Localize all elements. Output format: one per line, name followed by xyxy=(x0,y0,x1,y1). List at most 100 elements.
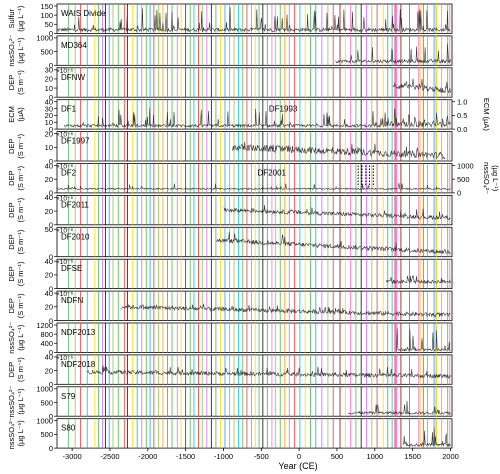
y-axis-label: nssSO₄²⁻ xyxy=(7,35,16,67)
panel-label: NDFN xyxy=(61,296,83,305)
y-axis-label: (S m⁻¹) xyxy=(16,293,25,318)
panel-frame xyxy=(56,354,453,385)
panel-label: MD364 xyxy=(61,41,87,50)
y-axis-label: (S m⁻¹) xyxy=(16,133,25,158)
series-line xyxy=(348,400,451,415)
y-tick-label: 40 xyxy=(45,161,53,170)
y-axis-label: DEP xyxy=(7,298,16,313)
x-axis: -3000 -2500 -2000 -1500 -1000 -500 0 500 1000 150… xyxy=(63,448,459,461)
series-line xyxy=(87,365,451,379)
series-line xyxy=(223,205,451,221)
y-axis-label: (µg L⁻¹) xyxy=(16,420,25,447)
series-line xyxy=(385,275,451,285)
series-line xyxy=(64,107,376,129)
y-axis-label: nssSO₄²⁻ xyxy=(7,322,16,354)
y-tick-label: 50 xyxy=(45,20,53,29)
y-tick-label: 10 xyxy=(45,84,53,93)
x-tick-label: -1000 xyxy=(214,452,233,461)
y-exponent-label: ×10⁻⁶ xyxy=(56,132,73,139)
panel-df1997: 0 10 20 ×10⁻⁶ DEP (S m⁻¹) DF1997 xyxy=(7,129,453,166)
y-axis-label: DEP xyxy=(7,139,16,154)
panel-label: DF1997 xyxy=(61,137,90,146)
y-exponent-label: ×10⁻⁶ xyxy=(56,259,73,266)
x-tick-label: -2500 xyxy=(100,452,119,461)
y-exponent-label: ×10⁻⁶ xyxy=(56,227,73,234)
panel-label: S80 xyxy=(61,424,76,433)
x-tick-label: 2000 xyxy=(442,452,459,461)
panel-label: DFNW xyxy=(61,73,85,82)
y-tick-label: 400 xyxy=(40,339,53,348)
y-tick-label: 1000 xyxy=(36,417,53,426)
right-y-tick-label: 1.0 xyxy=(457,98,467,107)
y-exponent-label: ×10⁻⁶ xyxy=(56,355,73,362)
panel-frame xyxy=(56,35,453,66)
y-axis-label: DEP xyxy=(7,170,16,185)
series-line xyxy=(56,7,451,33)
series-line xyxy=(403,427,451,448)
series-line xyxy=(215,232,451,255)
x-tick-label: 0 xyxy=(297,452,301,461)
y-tick-label: 0 xyxy=(49,348,53,357)
panel-frame xyxy=(56,290,453,321)
panel-label: NDF2018 xyxy=(61,360,96,369)
y-tick-label: 500 xyxy=(40,47,53,56)
y-axis-label: nssSO₄²⁻ xyxy=(7,385,16,417)
panel-secondary-label: DF2001 xyxy=(258,169,287,178)
right-y-axis-label: nssSO₄²⁻ xyxy=(482,162,491,194)
x-tick-label: -3000 xyxy=(63,452,82,461)
panel-md364: 0 500 1000 nssSO₄²⁻ (µg L⁻¹) MD364 xyxy=(7,34,453,70)
y-tick-label: 0 xyxy=(49,444,53,453)
panel-s80: 0 500 1000 nssSO₄²⁻ (µg L⁻¹) S80 xyxy=(7,417,453,453)
y-tick-label: 20 xyxy=(45,207,53,216)
y-tick-label: 20 xyxy=(45,366,53,375)
y-axis-label: ECM xyxy=(7,106,16,123)
panel-dfse: 0 20 40 ×10⁻⁶ DEP (S m⁻¹) DFSE xyxy=(7,257,453,293)
series-line xyxy=(121,303,451,318)
panel-frame xyxy=(56,322,453,353)
y-axis-label: (µg L⁻¹) xyxy=(16,324,25,351)
y-exponent-label: ×10⁻⁶ xyxy=(56,164,73,171)
panel-s79: 0 500 1000 nssSO₄²⁻ (µg L⁻¹) S79 xyxy=(7,385,453,421)
panel-label: DF2011 xyxy=(61,200,89,209)
y-tick-label: 0 xyxy=(49,93,53,102)
x-axis-label: Year (CE) xyxy=(278,461,317,471)
y-tick-label: 1200 xyxy=(36,321,53,330)
y-axis-label: DEP xyxy=(7,362,16,377)
panel-label: S79 xyxy=(61,392,76,401)
y-axis-label: (µA) xyxy=(16,107,25,122)
panel-label: DF2010 xyxy=(61,232,90,241)
y-axis-label: (S m⁻¹) xyxy=(16,165,25,190)
y-axis-label: (S m⁻¹) xyxy=(16,70,25,95)
y-axis-label: (S m⁻¹) xyxy=(16,229,25,254)
y-tick-label: 0 xyxy=(49,61,53,70)
right-y-tick-label: 0.0 xyxy=(457,125,467,134)
y-tick-label: 40 xyxy=(45,289,53,298)
y-tick-label: 500 xyxy=(40,398,53,407)
panel-df2: 0 20 40 ×10⁻⁶ DEP (S m⁻¹) 0 500 1000 nssSO₄²⁻ (µg … xyxy=(7,161,500,197)
panel-frame xyxy=(56,386,453,417)
x-tick-label: -1500 xyxy=(176,452,195,461)
right-y-axis-label: ECM (µA) xyxy=(482,98,491,132)
panel-frame xyxy=(56,99,453,130)
y-axis-label: (S m⁻¹) xyxy=(16,197,25,222)
y-tick-label: 0 xyxy=(49,221,53,230)
y-tick-label: 40 xyxy=(45,193,53,202)
y-tick-label: 10 xyxy=(45,143,53,152)
y-tick-label: 1000 xyxy=(36,385,53,394)
x-tick-label: -2000 xyxy=(138,452,157,461)
panel-label: DF1 xyxy=(61,105,77,114)
y-exponent-label: ×10⁻⁶ xyxy=(56,291,73,298)
x-tick-label: -500 xyxy=(254,452,269,461)
y-tick-label: 40 xyxy=(45,353,53,362)
panel-frame xyxy=(56,258,453,290)
y-tick-label: 0 xyxy=(49,253,53,262)
panel-df2011: 0 20 40 ×10⁻⁶ DEP (S m⁻¹) DF2011 xyxy=(7,193,453,230)
y-tick-label: 1000 xyxy=(36,34,53,43)
y-tick-label: 40 xyxy=(45,257,53,266)
